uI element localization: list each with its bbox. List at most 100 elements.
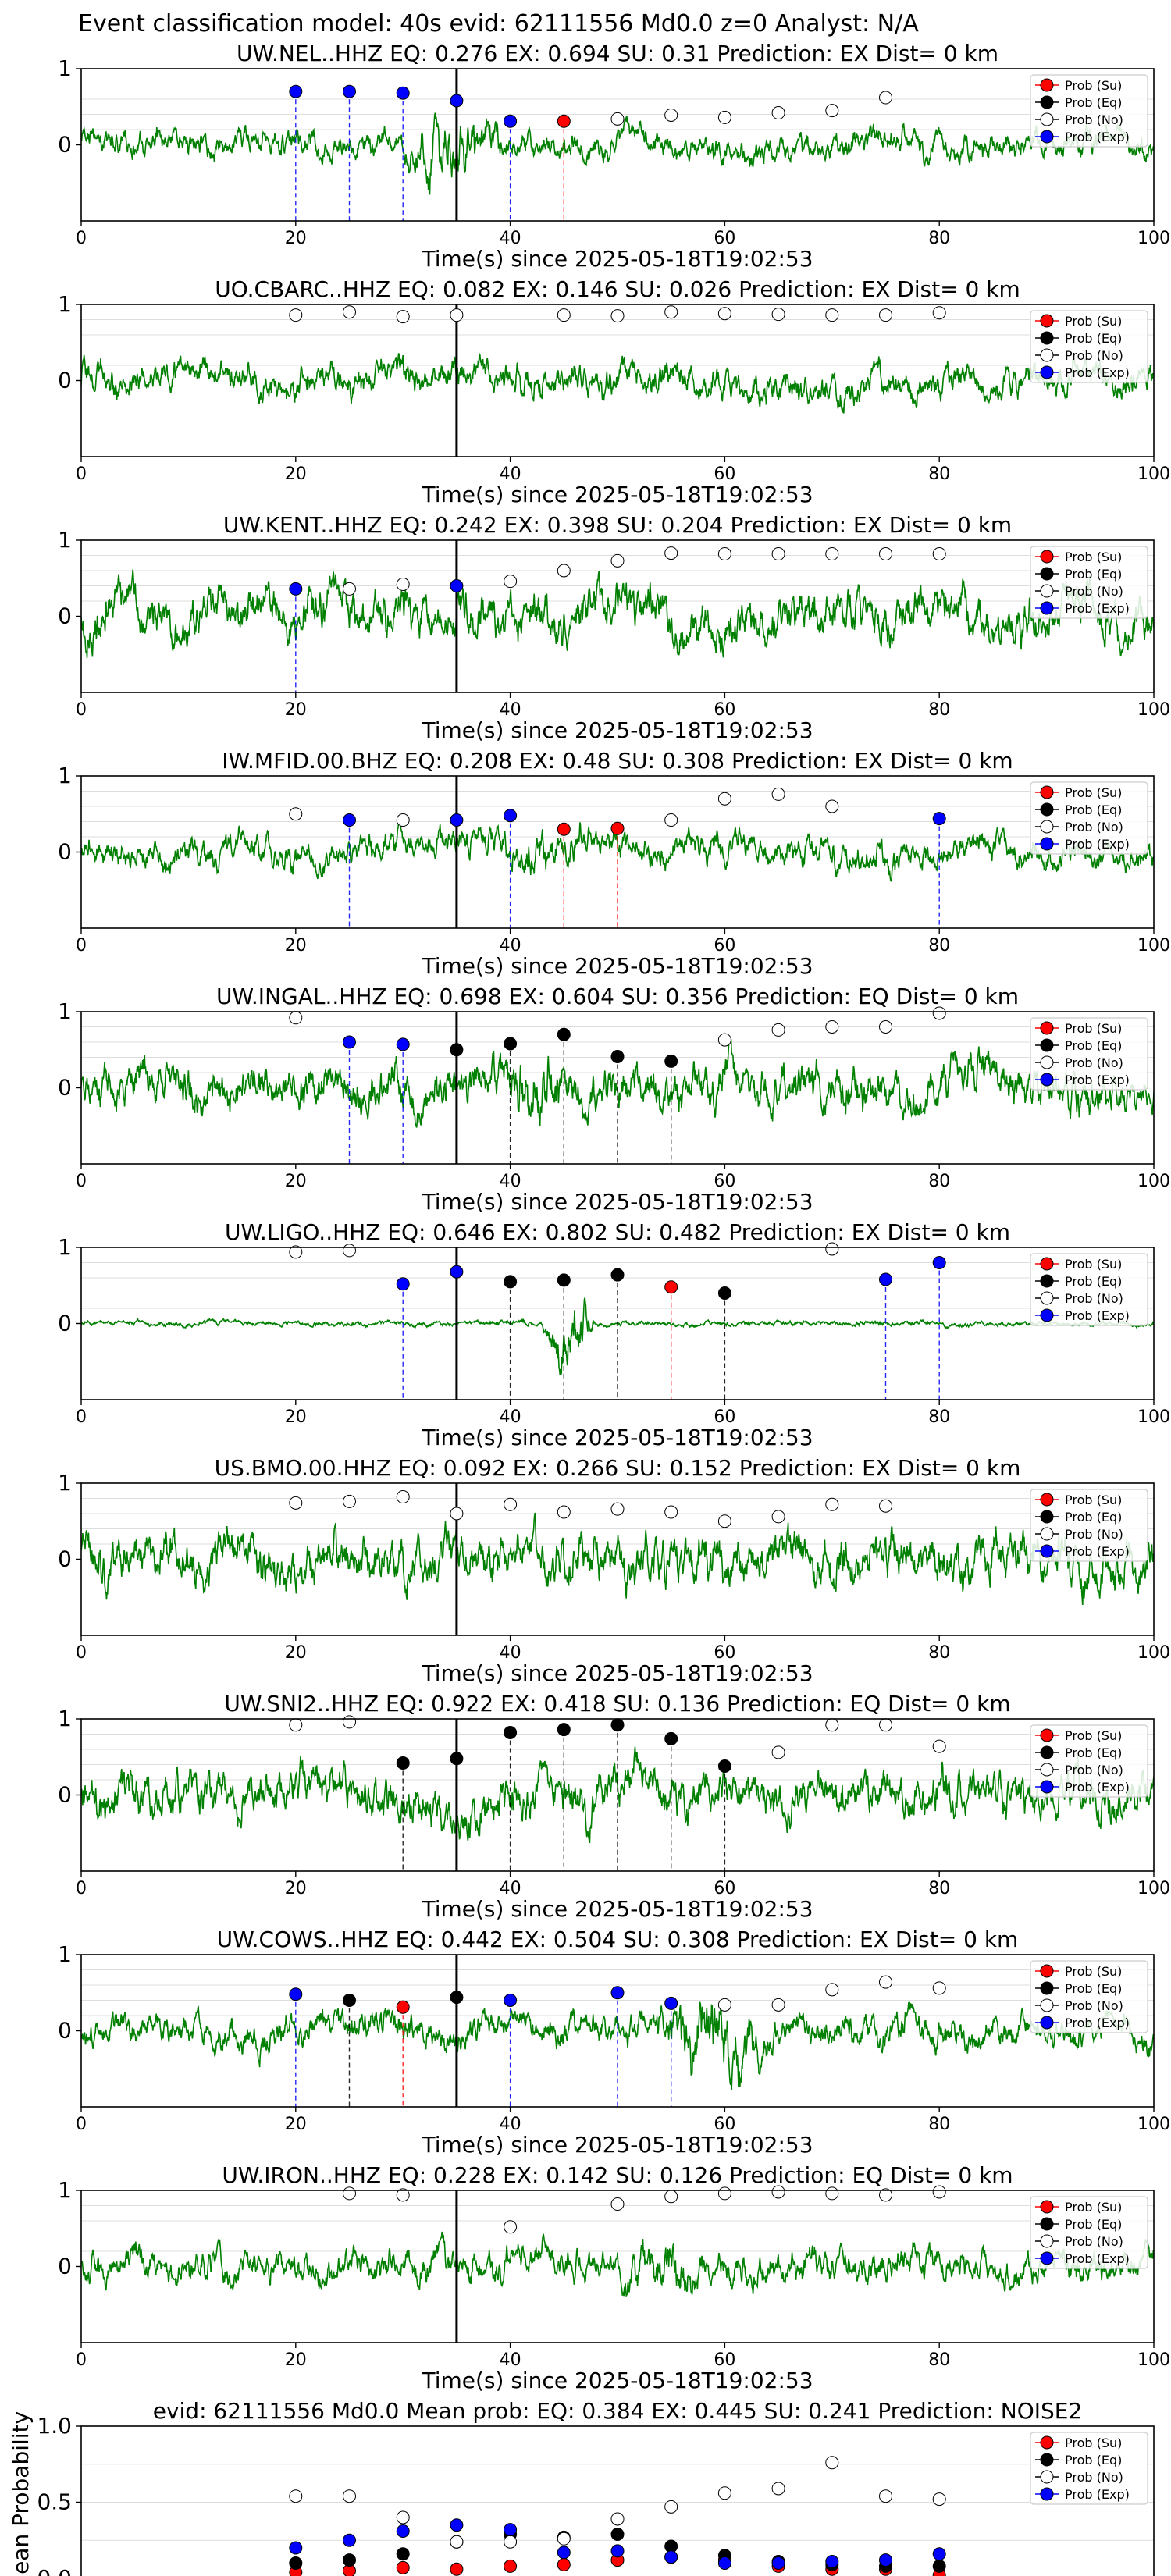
prob-point-no [289,1245,303,1259]
legend-marker-su [1040,785,1054,799]
prob-point-no [396,310,410,324]
x-axis-label: Time(s) since 2025-05-18T19:02:53 [421,1189,813,1215]
legend-marker-eq [1040,1510,1054,1524]
waveform-trace [81,353,1154,414]
legend-box [1030,1724,1148,1798]
x-tick-label: 0 [76,1407,87,1427]
y-tick-label: 0 [58,2018,72,2044]
prob-point-no [664,2190,678,2204]
legend-box [1030,1017,1148,1091]
legend-label-no: Prob (No) [1065,2234,1123,2249]
x-tick-label: 100 [1137,229,1170,248]
x-tick-label: 0 [76,464,87,484]
legend-marker-no [1040,1055,1054,1069]
legend-label-eq: Prob (Eq) [1065,567,1122,582]
legend-marker-su [1040,1493,1054,1507]
y-tick-label: 1 [58,527,72,553]
prob-point-no [771,2185,785,2199]
legend-label-su: Prob (Su) [1065,314,1122,329]
x-tick-label: 0 [76,1879,87,1898]
y-tick-label: 0 [58,1075,72,1101]
prob-point-no [771,1510,785,1524]
prob-point-eq [664,1054,678,1068]
legend-label-exp: Prob (Exp) [1065,2016,1130,2030]
legend-label-eq: Prob (Eq) [1065,1038,1122,1053]
legend-marker-no [1040,584,1054,598]
x-tick-label: 40 [500,2350,521,2370]
x-tick-label: 40 [500,1407,521,1427]
x-tick-label: 80 [928,1643,950,1663]
x-tick-label: 100 [1137,1643,1170,1663]
legend-marker-no [1040,112,1054,126]
legend-marker-exp [1040,601,1054,615]
prob-point-exp [664,2550,678,2564]
x-tick-label: 0 [76,936,87,955]
legend-box [1030,1489,1148,1562]
legend-marker-no [1040,2470,1054,2484]
legend-label-no: Prob (No) [1065,1527,1123,1542]
legend-label-no: Prob (No) [1065,112,1123,127]
panel-title: US.BMO.00.HHZ EQ: 0.092 EX: 0.266 SU: 0.… [215,1455,1021,1481]
prob-point-no [450,308,464,322]
y-tick-label: 1 [58,1941,72,1967]
legend-marker-eq [1040,95,1054,109]
x-axis-label: Time(s) since 2025-05-18T19:02:53 [421,246,813,272]
legend-marker-su [1040,1728,1054,1742]
prob-point-eq [396,2547,410,2561]
prob-point-eq [289,2556,303,2570]
x-tick-label: 20 [285,229,307,248]
x-tick-label: 20 [285,1172,307,1191]
prob-point-eq [557,1273,571,1287]
prob-point-no [717,2186,731,2201]
y-tick-label: 0 [58,1546,72,1572]
panel-uw-ligo--hhz: UW.LIGO..HHZ EQ: 0.646 EX: 0.802 SU: 0.4… [58,1219,1170,1450]
figure-title: Event classification model: 40s evid: 62… [78,10,919,37]
legend-marker-no [1040,2234,1054,2248]
prob-point-no [879,308,892,322]
prob-point-eq [610,2527,625,2541]
legend-label-exp: Prob (Exp) [1065,1308,1130,1323]
prob-point-exp [396,1277,410,1291]
x-tick-label: 60 [714,2115,735,2134]
prob-point-eq [610,1050,625,1064]
prob-point-no [557,564,571,578]
y-tick-label: 1 [58,998,72,1024]
y-tick-label: 0 [58,1782,72,1808]
x-tick-label: 40 [500,1879,521,1898]
x-tick-label: 80 [928,2115,950,2134]
waveform-trace [81,2231,1154,2298]
prob-point-exp [343,1035,356,1049]
prob-point-no [396,2510,410,2524]
panel-uw-nel--hhz: UW.NEL..HHZ EQ: 0.276 EX: 0.694 SU: 0.31… [58,41,1170,272]
x-tick-label: 40 [500,464,521,484]
y-tick-label: 1 [58,763,72,788]
prob-point-no [664,1505,678,1519]
legend-marker-exp [1040,837,1054,851]
prob-point-no [664,813,678,827]
legend-label-no: Prob (No) [1065,820,1123,834]
legend-label-eq: Prob (Eq) [1065,1745,1122,1760]
legend-label-no: Prob (No) [1065,584,1123,599]
prob-point-no [289,308,303,322]
legend-label-exp: Prob (Exp) [1065,837,1130,852]
legend-label-eq: Prob (Eq) [1065,2453,1122,2467]
legend-label-eq: Prob (Eq) [1065,95,1122,110]
prob-point-no [825,104,839,118]
prob-point-no [825,2456,839,2470]
prob-point-exp [450,2518,464,2532]
prob-point-no [717,307,731,321]
legend-label-su: Prob (Su) [1065,785,1122,800]
x-axis-label: Time(s) since 2025-05-18T19:02:53 [421,953,813,979]
prob-point-exp [289,84,303,98]
y-tick-label: 1 [58,291,72,317]
legend-marker-eq [1040,331,1054,345]
legend-marker-eq [1040,2453,1054,2467]
prob-point-su [557,2557,571,2571]
panel-title: evid: 62111556 Md0.0 Mean prob: EQ: 0.38… [153,2398,1083,2424]
prob-point-exp [450,579,464,592]
y-tick-label: 0.5 [37,2489,72,2515]
x-tick-label: 40 [500,229,521,248]
legend-marker-no [1040,1291,1054,1305]
legend-marker-eq [1040,2217,1054,2231]
prob-point-eq [396,1756,410,1770]
